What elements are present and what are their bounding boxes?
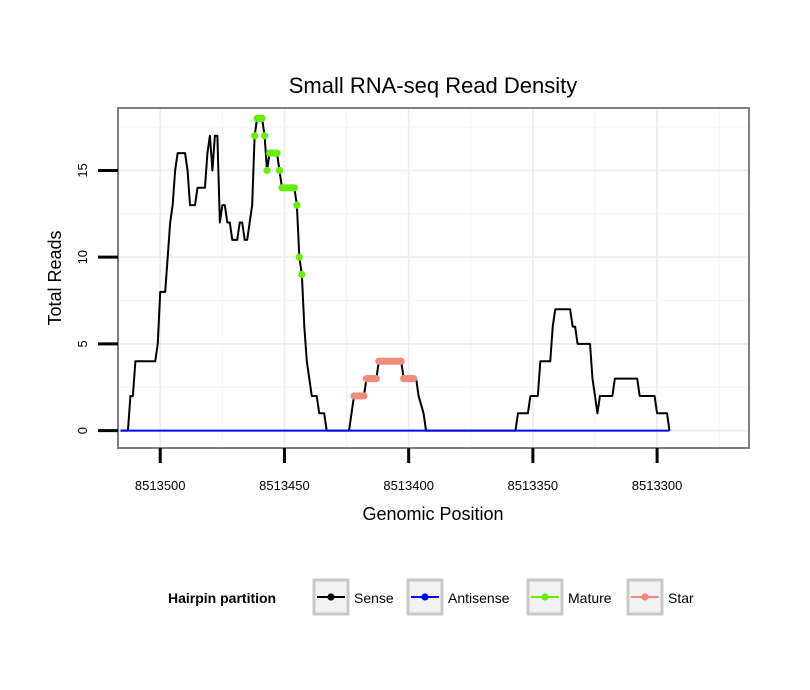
x-tick-label: 8513450 xyxy=(259,478,310,493)
legend-label-sense: Sense xyxy=(354,590,394,606)
series-star-point xyxy=(372,375,380,383)
series-mature-point xyxy=(251,132,259,140)
x-axis-label: Genomic Position xyxy=(362,504,503,524)
series-star-point xyxy=(397,357,405,365)
series-mature-point xyxy=(263,166,271,175)
y-tick-label: 5 xyxy=(75,340,90,347)
legend-label-star: Star xyxy=(668,590,694,606)
plot-panel xyxy=(118,108,749,448)
y-tick-label: 0 xyxy=(75,427,90,434)
series-mature-point xyxy=(273,149,281,157)
legend-title: Hairpin partition xyxy=(168,590,276,606)
x-tick-label: 8513300 xyxy=(632,478,683,493)
panel-border xyxy=(117,107,750,449)
series-mature-point xyxy=(293,201,301,209)
series-mature-point xyxy=(275,166,284,175)
x-tick-label: 8513500 xyxy=(135,478,186,493)
series-mature-point xyxy=(298,270,306,279)
chart-title: Small RNA-seq Read Density xyxy=(289,73,578,98)
y-tick-label: 10 xyxy=(75,250,90,264)
series-mature-point xyxy=(290,184,298,192)
x-tick-label: 8513350 xyxy=(508,478,559,493)
series-mature-point xyxy=(295,253,303,261)
legend-key-point-mature xyxy=(541,593,549,601)
legend-key-point-star xyxy=(641,593,649,601)
legend-label-antisense: Antisense xyxy=(448,590,510,606)
legend-label-mature: Mature xyxy=(568,590,612,606)
series-sense-line xyxy=(120,117,671,432)
x-tick-label: 8513400 xyxy=(383,478,434,493)
legend-key-point-antisense xyxy=(421,593,429,601)
y-axis-label: Total Reads xyxy=(45,230,65,325)
y-tick-label: 15 xyxy=(75,163,90,177)
series-mature-point xyxy=(260,132,269,140)
series-star-point xyxy=(410,375,418,383)
series-star-point xyxy=(360,392,368,400)
legend-key-point-sense xyxy=(327,593,335,601)
series-mature-point xyxy=(258,114,266,123)
